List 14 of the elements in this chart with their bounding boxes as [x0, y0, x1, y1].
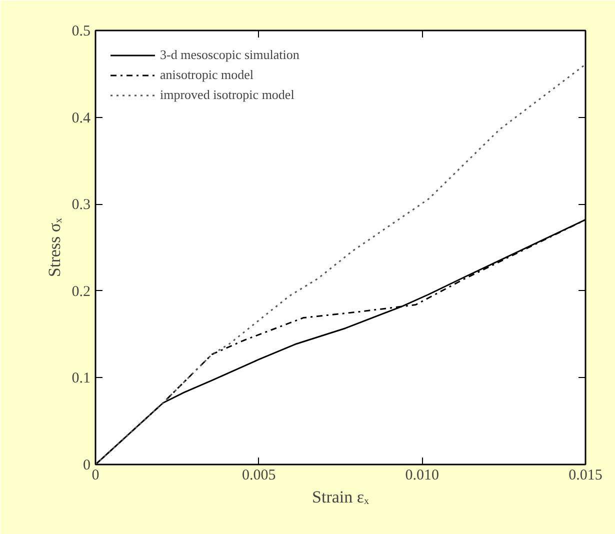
x-tick-label: 0.005 [242, 468, 276, 484]
legend-label: anisotropic model [160, 67, 254, 83]
y-tick-label: 0.5 [72, 24, 90, 40]
x-axis-title: Strain εₓ [312, 488, 370, 506]
y-tick-label: 0.1 [72, 370, 90, 387]
legend-label: improved isotropic model [160, 87, 294, 103]
x-tick-label: 0.015 [568, 468, 602, 484]
y-tick-label: 0.4 [72, 110, 91, 126]
y-axis-title: Stress σₓ [44, 218, 64, 277]
y-tick-label: 0.2 [72, 284, 90, 300]
y-tick-label: 0.3 [72, 197, 90, 214]
legend-label: 3-d mesoscopic simulation [160, 47, 300, 63]
y-tick-label: 0 [83, 458, 90, 474]
x-tick-label: 0.010 [405, 468, 440, 484]
